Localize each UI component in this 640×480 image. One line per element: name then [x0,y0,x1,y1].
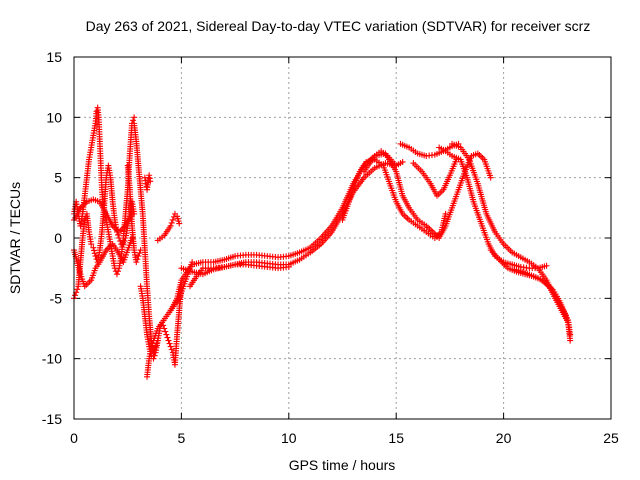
series-track-m [186,261,292,290]
series-track-t [487,247,574,338]
data-point [115,268,122,275]
data-point [133,259,140,266]
series-track-h [141,172,154,193]
series-track-e [124,162,144,266]
data-point [130,117,137,124]
data-point [121,238,128,245]
x-tick-label: 25 [603,430,619,446]
data-point [113,228,120,235]
chart-title: Day 263 of 2021, Sidereal Day-to-day VTE… [86,18,591,34]
data-point [487,174,494,181]
data-point [120,241,127,248]
y-tick-label: 10 [46,109,62,125]
data-point [151,352,158,359]
plot-frame [73,56,612,420]
data-point [161,325,168,332]
data-point [166,340,173,347]
data-point [442,210,449,217]
y-tick-labels: -15 -10 -5 0 5 10 15 [42,49,62,427]
data-point [136,250,143,257]
data-point [399,158,406,165]
data-point [90,244,97,251]
x-tick-labels: 0 5 10 15 20 25 [70,430,619,446]
data-point [566,324,573,331]
series-track-i [144,259,196,380]
y-axis-title: SDTVAR / TECUs [7,182,23,294]
series-track-u [511,266,573,331]
data-point [116,235,123,241]
y-tick-label: 0 [54,230,62,246]
series-track-j [154,210,183,244]
y-tick-label: 5 [54,170,62,186]
data-point [169,216,176,223]
data-point [176,220,183,227]
data-point [148,343,155,350]
data-point [168,346,175,353]
x-tick-label: 10 [281,430,297,446]
grid [74,57,611,419]
data-point [165,337,172,344]
data-point [131,114,138,121]
y-tick-label: -5 [50,290,63,306]
data-point [164,334,171,341]
x-tick-label: 0 [70,430,78,446]
series-track-d [71,162,138,302]
data-point [147,178,154,185]
data-point [113,271,120,278]
data-point [91,250,98,257]
x-tick-label: 20 [496,430,512,446]
data-point [543,262,550,269]
data-point [168,219,175,226]
y-tick-label: -15 [42,411,62,427]
data-point [167,343,174,350]
plot-marks [71,104,574,380]
data-point [134,256,141,263]
data-point [135,253,142,260]
y-tick-label: 15 [46,49,62,65]
data-point [285,263,292,270]
data-point [128,235,135,241]
data-point [72,292,79,299]
data-point [167,222,174,229]
data-point [567,337,574,344]
data-point [162,328,169,335]
x-tick-label: 5 [178,430,186,446]
series-track-c [71,104,138,278]
x-tick-label: 15 [388,430,404,446]
data-point [92,253,99,260]
data-point [149,340,156,347]
data-point [91,247,98,254]
data-point [567,331,574,338]
data-point [115,231,122,238]
data-point [88,241,95,248]
x-axis-title: GPS time / hours [289,457,396,473]
y-tick-label: -10 [42,351,62,367]
data-point [163,331,170,338]
data-point [170,213,177,220]
data-point [74,286,81,293]
